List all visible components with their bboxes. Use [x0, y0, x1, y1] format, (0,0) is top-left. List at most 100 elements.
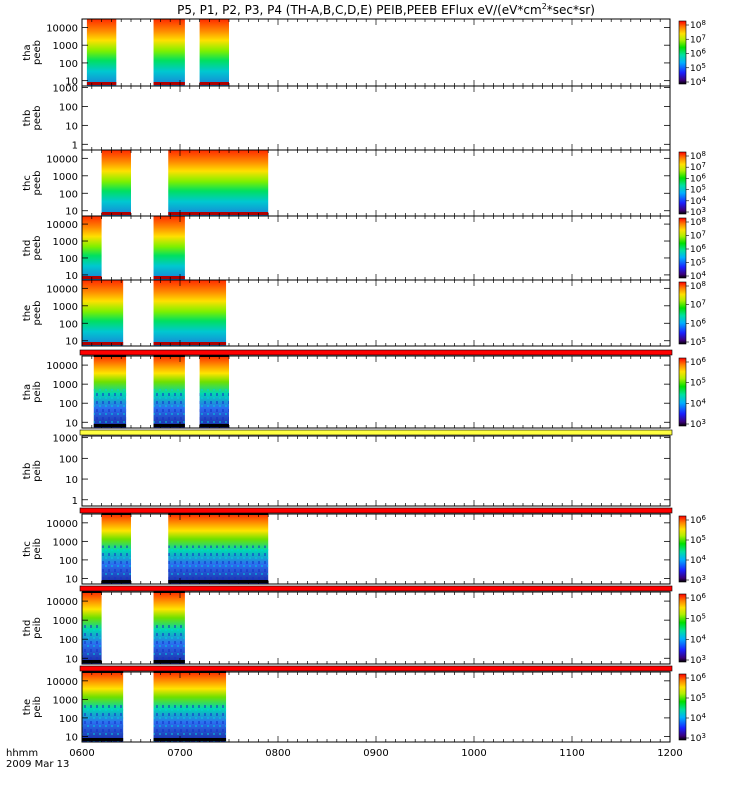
- y-tick-label: 10: [65, 418, 78, 429]
- x-tick-label: 1100: [559, 748, 584, 759]
- colorbar: [678, 281, 687, 345]
- panel-frame: [81, 85, 671, 151]
- y-tick-label: 10000: [46, 361, 78, 372]
- y-axis-label: peeb: [32, 40, 43, 65]
- y-axis-label: peeb: [32, 171, 43, 196]
- spacecraft-potential-band: [153, 82, 185, 85]
- y-tick-label: 10: [65, 732, 78, 743]
- colorbar-tick-label: 103: [690, 574, 706, 586]
- colorbar-tick-label: 105: [690, 62, 706, 74]
- y-tick-label: 100: [59, 556, 78, 567]
- y-tick-label: 1000: [53, 434, 78, 445]
- spectrogram-block: [168, 150, 269, 216]
- spectrogram-block: [82, 280, 124, 346]
- y-tick-label: 1: [72, 496, 78, 507]
- y-tick-label: 100: [59, 399, 78, 410]
- y-tick-label: 100: [59, 714, 78, 725]
- x-tick-label: 0600: [69, 748, 94, 759]
- spectrogram-block: [86, 19, 117, 86]
- colorbar-tick-label: 104: [690, 76, 706, 88]
- y-axis-label: the: [22, 699, 33, 715]
- colorbar-tick-label: 108: [690, 216, 706, 228]
- colorbar-tick-label: 105: [690, 257, 706, 269]
- colorbar-tick-label: 106: [690, 514, 706, 526]
- x-tick-label: 1200: [657, 748, 682, 759]
- chart-title: P5, P1, P2, P3, P4 (TH-A,B,C,D,E) PEIB,P…: [177, 2, 595, 17]
- y-tick-label: 10000: [46, 220, 78, 231]
- y-axis-label: peib: [32, 617, 43, 639]
- colorbar-tick-label: 105: [690, 336, 706, 348]
- y-tick-label: 10: [65, 337, 78, 348]
- y-tick-label: 10: [65, 574, 78, 585]
- colorbar-tick-label: 104: [690, 633, 706, 645]
- y-axis-label: thd: [22, 240, 33, 257]
- y-axis-label: peeb: [32, 236, 43, 261]
- colorbar: [678, 357, 687, 427]
- colorbar: [678, 20, 687, 85]
- colorbar-tick-label: 103: [690, 418, 706, 430]
- y-tick-label: 10: [65, 77, 78, 88]
- colorbar: [678, 515, 687, 583]
- y-axis-label: tha: [22, 44, 33, 60]
- date-label: 2009 Mar 13: [6, 759, 69, 770]
- spacecraft-potential-band: [153, 276, 185, 279]
- panel-the-peeb: 10000 1000 100 10 the peeb 108 107 106 105: [22, 279, 706, 348]
- y-tick-label: 10000: [46, 284, 78, 295]
- colorbar: [678, 217, 687, 279]
- spectrogram-block: [153, 280, 227, 346]
- status-bar: [79, 429, 673, 436]
- y-tick-label: 100: [59, 189, 78, 200]
- spectrogram-texture: [93, 388, 127, 428]
- x-axis-labels: 0600 0700 0800 0900 1000 1100 1200: [69, 748, 682, 759]
- y-tick-label: 10000: [46, 677, 78, 688]
- panel-thb-peeb: 1000 100 10 1 thb peeb: [22, 83, 671, 151]
- y-tick-label: 100: [59, 59, 78, 70]
- colorbar-tick-label: 103: [690, 654, 706, 666]
- spectrogram-texture: [82, 703, 124, 742]
- panel-thb-peib: 1000 100 10 1 thb peib: [22, 429, 673, 507]
- spacecraft-potential-band: [93, 424, 127, 427]
- y-tick-label: 10: [65, 207, 78, 218]
- y-tick-label: 1000: [53, 537, 78, 548]
- y-tick-label: 10000: [46, 597, 78, 608]
- spacecraft-potential-band: [101, 580, 131, 583]
- y-axis-label: peib: [32, 538, 43, 560]
- spectrogram-block: [153, 19, 185, 86]
- colorbar-tick-label: 105: [690, 613, 706, 625]
- spacecraft-potential-band: [168, 212, 269, 215]
- y-tick-label: 1: [72, 140, 78, 151]
- colorbar-tick-label: 106: [690, 317, 706, 329]
- colorbar-tick-label: 107: [690, 161, 706, 173]
- panel-frame: [81, 435, 671, 507]
- colorbar-tick-label: 106: [690, 592, 706, 604]
- y-axis-label: peib: [32, 381, 43, 403]
- status-bar: [79, 665, 673, 672]
- y-tick-label: 1000: [53, 302, 78, 313]
- colorbar-tick-label: 105: [690, 184, 706, 196]
- y-axis-label: the: [22, 305, 33, 321]
- x-tick-label: 0900: [363, 748, 388, 759]
- y-tick-label: 10000: [46, 519, 78, 530]
- y-tick-label: 10000: [46, 23, 78, 34]
- y-tick-label: 10: [65, 654, 78, 665]
- y-axis-label: peeb: [32, 301, 43, 326]
- y-axis-label: peib: [32, 460, 43, 482]
- colorbar-tick-label: 108: [690, 150, 706, 162]
- colorbar-tick-label: 106: [690, 243, 706, 255]
- colorbar-tick-label: 103: [690, 206, 706, 218]
- y-axis-label: thb: [22, 463, 33, 480]
- status-bar: [79, 349, 673, 356]
- colorbar-tick-label: 105: [690, 534, 706, 546]
- colorbar-tick-label: 106: [690, 172, 706, 184]
- colorbar: [678, 673, 687, 741]
- spectrogram-block: [82, 216, 102, 280]
- y-tick-label: 1000: [53, 41, 78, 52]
- colorbar-tick-label: 108: [690, 280, 706, 292]
- spacecraft-potential-band: [168, 580, 269, 583]
- y-tick-label: 100: [59, 254, 78, 265]
- status-bar: [79, 507, 673, 514]
- y-tick-label: 10000: [46, 154, 78, 165]
- panel-thc-peib: 10000 1000 100 10 thc peib 106 105 104 103: [22, 507, 706, 586]
